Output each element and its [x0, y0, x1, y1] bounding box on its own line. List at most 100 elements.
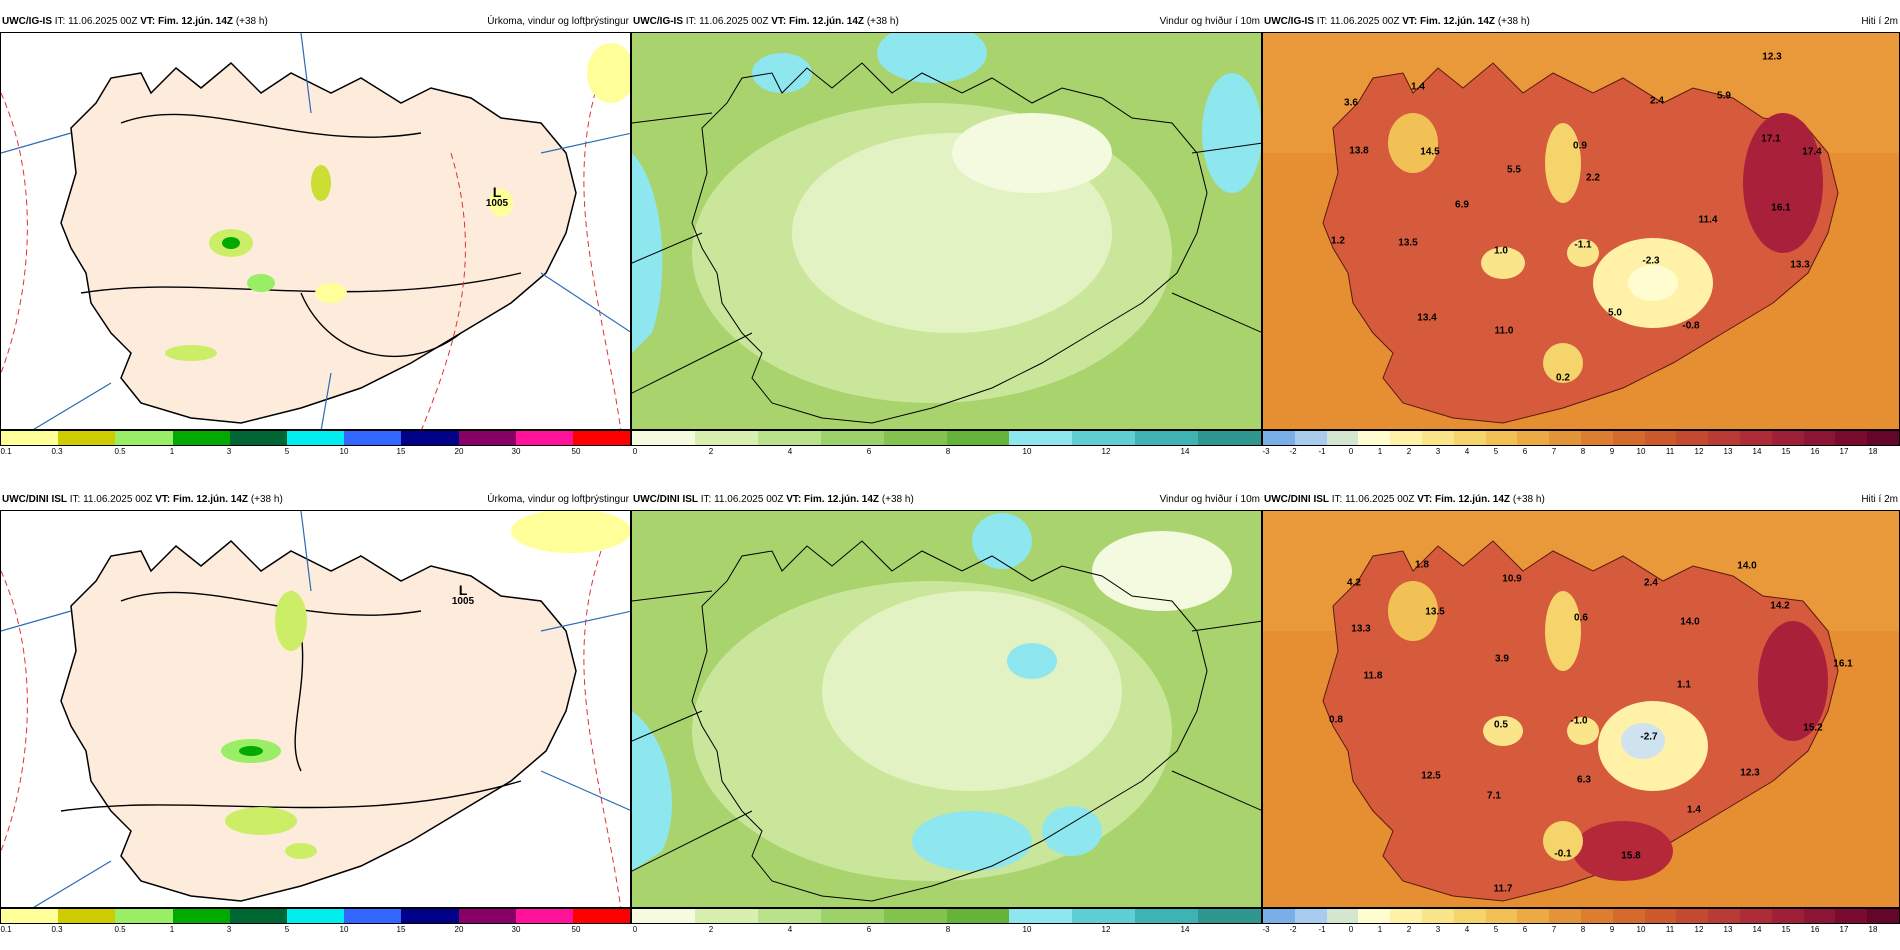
temp-value: 17.4 — [1802, 146, 1822, 158]
temp-value: 2.4 — [1644, 577, 1658, 589]
precip-swatch — [1, 431, 59, 445]
temp-value: -0.1 — [1554, 848, 1572, 860]
valid-time: VT: Fim. 12.jún. 14Z — [786, 494, 880, 505]
iceland-landmass — [60, 539, 577, 902]
precip-ticks: 0.1 0.3 0.5 1 3 5 10 15 20 30 50 — [0, 924, 631, 938]
temp-value: 11.0 — [1494, 325, 1514, 337]
tick: 5 — [284, 447, 290, 456]
valid-time: VT: Fim. 12.jún. 14Z — [1417, 494, 1511, 505]
precip-colorbar — [0, 908, 631, 924]
wind-panel-row1: UWC/IG-IS IT: 11.06.2025 00Z VT: Fim. 12… — [631, 12, 1262, 472]
temp-swatch — [1549, 909, 1581, 923]
temp-map: 3.6 1.4 13.8 14.5 5.5 0.9 2.4 5.9 12.3 1… — [1262, 32, 1900, 430]
temp-swatch — [1453, 909, 1486, 923]
tick: 0 — [1348, 447, 1354, 456]
tick: 17 — [1839, 447, 1849, 456]
temp-swatch — [1421, 431, 1454, 445]
temp-swatch — [1708, 431, 1740, 445]
tick: 14 — [1180, 447, 1190, 456]
precip-swatch — [572, 909, 631, 923]
temp-value: -0.8 — [1682, 320, 1700, 332]
tick: 10 — [1636, 925, 1646, 934]
tick: 5 — [1493, 925, 1499, 934]
temp-colorbar — [1262, 430, 1900, 446]
temp-value: 1.8 — [1415, 559, 1429, 571]
precip-panel-row2: UWC/DINI ISL IT: 11.06.2025 00Z VT: Fim.… — [0, 490, 631, 950]
tick: -3 — [1262, 447, 1270, 456]
wind-swatch — [1009, 431, 1073, 445]
temp-value: 14.0 — [1737, 560, 1757, 572]
tick: 4 — [787, 925, 793, 934]
tick: 8 — [945, 447, 951, 456]
tick: 6 — [866, 925, 872, 934]
temp-value: 13.5 — [1398, 237, 1418, 249]
panel-header: UWC/DINI ISL IT: 11.06.2025 00Z VT: Fim.… — [0, 490, 631, 510]
tick: 9 — [1609, 925, 1615, 934]
tick: 1 — [1377, 447, 1383, 456]
lead-time: (+38 h) — [881, 494, 914, 505]
panel-header: UWC/IG-IS IT: 11.06.2025 00Z VT: Fim. 12… — [1262, 12, 1900, 32]
temp-swatch — [1326, 431, 1359, 445]
temp-value: 1.2 — [1331, 235, 1345, 247]
lead-time: (+38 h) — [1497, 16, 1530, 27]
temp-value: 17.1 — [1761, 133, 1781, 145]
precip-swatch — [401, 909, 459, 923]
panel-header: UWC/IG-IS IT: 11.06.2025 00Z VT: Fim. 12… — [0, 12, 631, 32]
temp-swatch — [1580, 909, 1613, 923]
temp-value: 0.6 — [1574, 612, 1588, 624]
init-time: IT: 11.06.2025 00Z — [685, 16, 769, 27]
temp-value: 14.5 — [1420, 146, 1440, 158]
precip-swatch — [286, 909, 345, 923]
tick: 30 — [511, 925, 521, 934]
tick: 6 — [1522, 447, 1528, 456]
tick: 12 — [1101, 447, 1111, 456]
tick: 7 — [1551, 925, 1557, 934]
tick: 50 — [571, 447, 581, 456]
panel-title: Vindur og hviður í 10m — [1159, 16, 1260, 27]
temp-value: 12.3 — [1740, 767, 1760, 779]
precip-swatch — [515, 431, 573, 445]
wind-swatch — [632, 431, 695, 445]
precip-swatch — [115, 909, 173, 923]
temp-value: 14.0 — [1680, 616, 1700, 628]
precip-colorbar — [0, 430, 631, 446]
iceland-landmass — [60, 61, 577, 424]
tick: 8 — [1580, 447, 1586, 456]
panel-title: Hiti í 2m — [1861, 16, 1898, 27]
tick: 1 — [169, 925, 175, 934]
tick: 17 — [1839, 925, 1849, 934]
model-name: UWC/IG-IS — [2, 16, 52, 27]
temp-colorbar — [1262, 908, 1900, 924]
wind-swatch — [1135, 909, 1199, 923]
temp-swatch — [1485, 909, 1518, 923]
wind-swatch — [883, 431, 947, 445]
tick: 5 — [284, 925, 290, 934]
temp-value: 16.1 — [1833, 658, 1853, 670]
wind-swatch — [1198, 431, 1262, 445]
precip-swatch — [172, 431, 230, 445]
precip-panel-row1: UWC/IG-IS IT: 11.06.2025 00Z VT: Fim. 12… — [0, 12, 631, 472]
wind-swatch — [1009, 909, 1073, 923]
temp-swatch — [1485, 431, 1518, 445]
temp-swatch — [1517, 909, 1550, 923]
wind-ticks: 0 2 4 6 8 10 12 14 — [631, 924, 1262, 938]
temp-value: -2.3 — [1642, 255, 1660, 267]
tick: 15 — [1781, 447, 1791, 456]
temp-value: 10.9 — [1502, 573, 1522, 585]
temp-value: 3.6 — [1344, 97, 1358, 109]
tick: 7 — [1551, 447, 1557, 456]
tick: 4 — [1464, 447, 1470, 456]
valid-time: VT: Fim. 12.jún. 14Z — [155, 494, 249, 505]
temp-value: 15.2 — [1803, 722, 1823, 734]
precip-swatch — [515, 909, 573, 923]
wind-swatch — [1198, 909, 1262, 923]
wind-swatch — [883, 909, 947, 923]
temp-value: 6.9 — [1455, 199, 1469, 211]
tick: 10 — [1022, 447, 1032, 456]
wind-ticks: 0 2 4 6 8 10 12 14 — [631, 446, 1262, 460]
precip-map: L 1005 — [0, 510, 631, 908]
tick: 0.5 — [114, 925, 126, 934]
temp-value: 13.8 — [1349, 145, 1369, 157]
model-name: UWC/DINI ISL — [633, 494, 698, 505]
temp-panel-row2: UWC/DINI ISL IT: 11.06.2025 00Z VT: Fim.… — [1262, 490, 1900, 950]
